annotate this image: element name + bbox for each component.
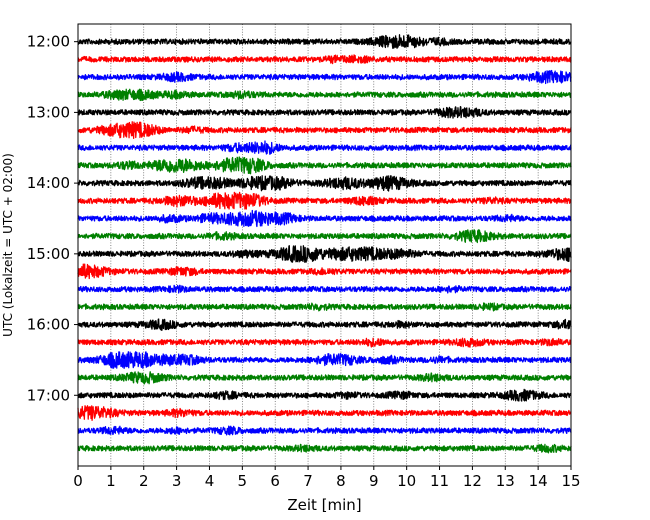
seismic-traces	[77, 34, 572, 454]
seismic-trace-1745	[77, 443, 572, 454]
y-axis-ticks: 12:00 13:00 14:00 15:00 16:00 17:00	[27, 33, 78, 404]
y-tick-label: 13:00	[27, 103, 70, 121]
y-tick-label: 15:00	[27, 245, 70, 263]
x-tick-label: 15	[561, 472, 580, 490]
x-axis-ticks: 0 1 2 3 4 5 6 7 8 9 10 11 12 13 14 15	[73, 466, 581, 490]
seismic-trace-1500	[77, 245, 572, 263]
grid-lines	[110, 24, 539, 466]
y-tick-label: 17:00	[27, 386, 70, 404]
x-tick-label: 0	[73, 472, 83, 490]
x-tick-label: 3	[172, 472, 182, 490]
seismic-trace-1700	[77, 388, 572, 402]
seismic-trace-1330	[77, 140, 572, 155]
seismic-trace-1415	[77, 191, 572, 210]
seismic-trace-1715	[77, 405, 572, 421]
x-tick-label: 13	[496, 472, 515, 490]
x-tick-label: 7	[303, 472, 313, 490]
plot-frame	[77, 23, 572, 467]
seismic-trace-1230	[77, 69, 572, 85]
x-tick-label: 9	[369, 472, 379, 490]
y-tick-label: 16:00	[27, 316, 70, 334]
seismic-trace-1300	[77, 106, 572, 119]
seismic-trace-1730	[77, 425, 572, 436]
x-tick-label: 5	[238, 472, 248, 490]
x-tick-label: 8	[336, 472, 346, 490]
seismic-trace-1600	[77, 318, 572, 332]
seismic-trace-1215	[77, 54, 572, 65]
x-tick-label: 6	[270, 472, 280, 490]
x-tick-label: 11	[430, 472, 449, 490]
x-tick-label: 10	[397, 472, 416, 490]
seismic-trace-1345	[77, 156, 572, 175]
x-axis-label: Zeit [min]	[287, 496, 361, 514]
seismic-trace-1645	[77, 371, 572, 385]
seismic-trace-1400	[77, 175, 572, 192]
x-tick-label: 1	[106, 472, 116, 490]
y-tick-label: 14:00	[27, 174, 70, 192]
x-tick-label: 4	[205, 472, 215, 490]
seismic-trace-1200	[77, 34, 572, 49]
seismic-trace-1630	[77, 351, 572, 369]
seismic-trace-1245	[77, 88, 572, 102]
y-tick-label: 12:00	[27, 33, 70, 51]
seismic-trace-1430	[77, 209, 572, 228]
seismic-trace-1530	[77, 284, 572, 294]
seismic-trace-1445	[77, 229, 572, 244]
y-axis-label: UTC (Lokalzeit = UTC + 02:00)	[1, 153, 15, 337]
seismic-trace-1615	[77, 337, 572, 348]
x-tick-label: 12	[463, 472, 482, 490]
x-tick-label: 14	[529, 472, 548, 490]
seismic-trace-1545	[77, 302, 572, 312]
seismic-trace-1315	[77, 121, 572, 139]
seismic-trace-1515	[77, 263, 572, 280]
x-tick-label: 2	[139, 472, 149, 490]
